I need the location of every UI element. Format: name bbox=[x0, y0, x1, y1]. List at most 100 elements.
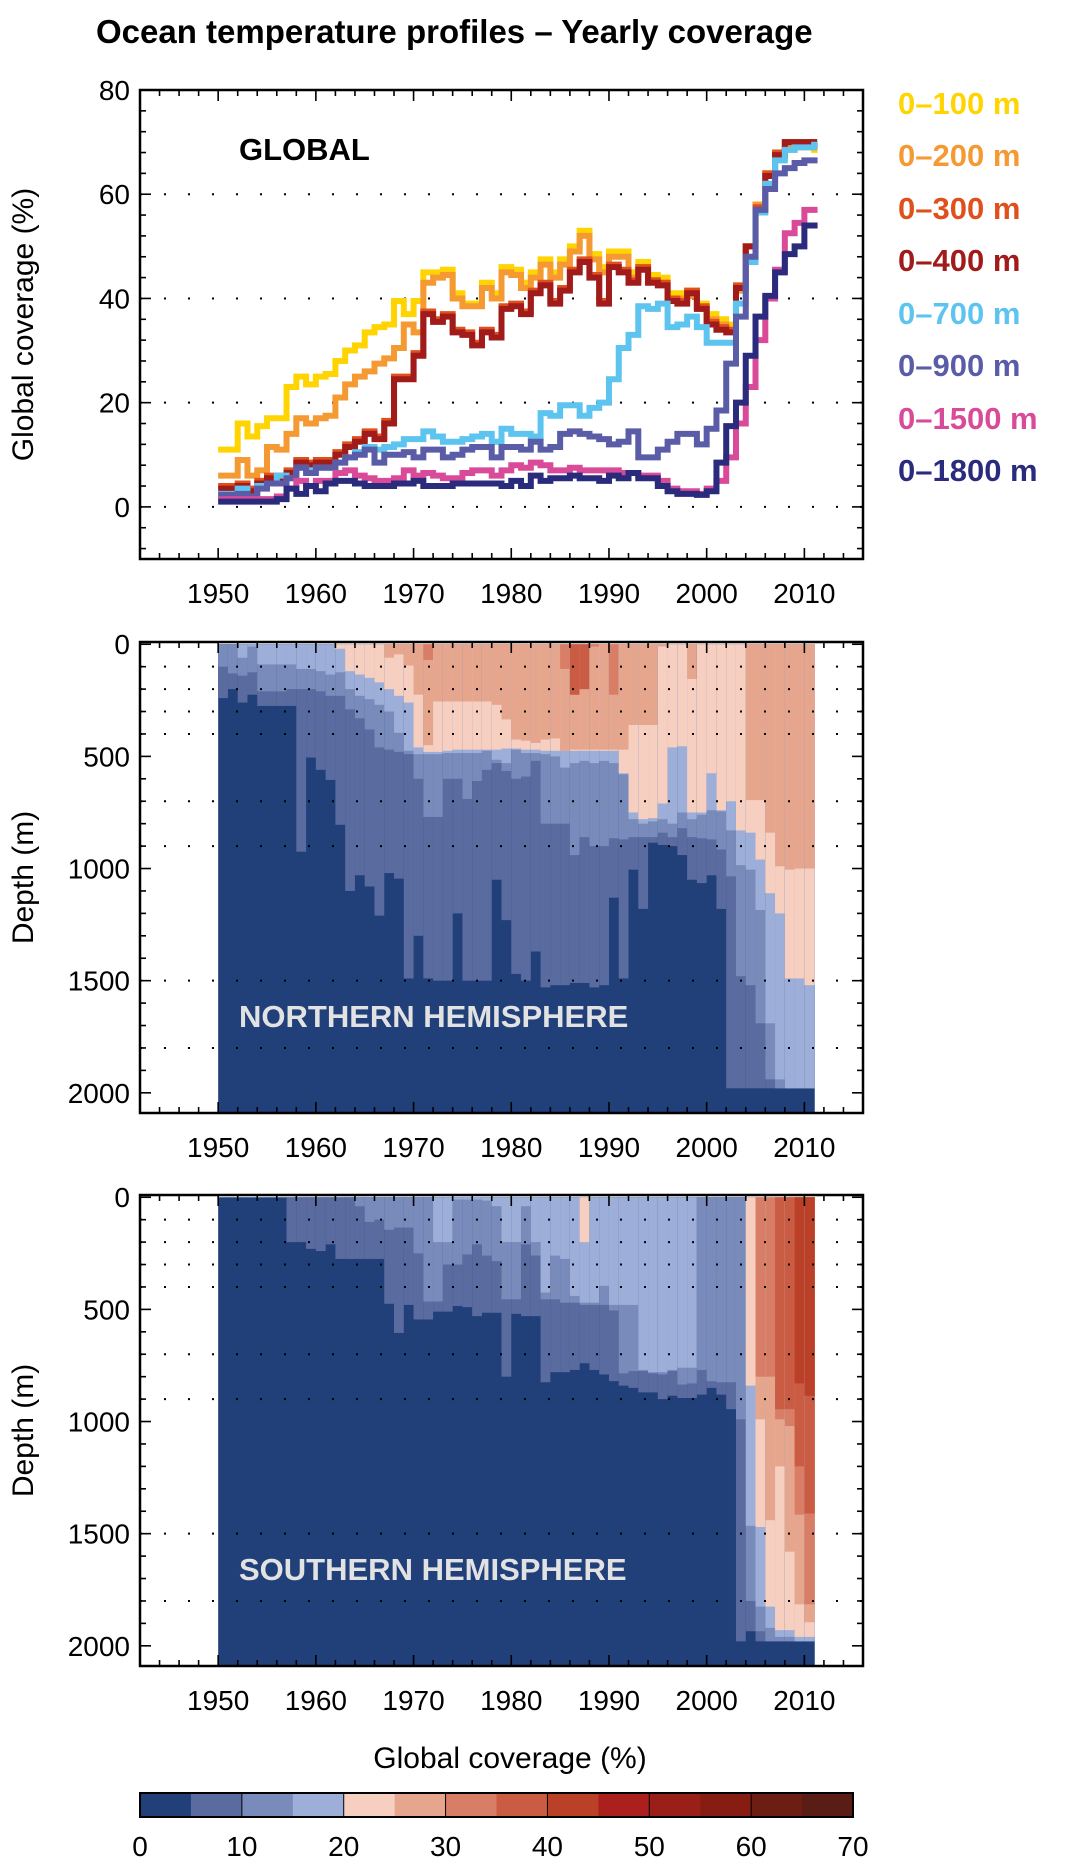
heatmap-column-1978 bbox=[491, 644, 503, 1113]
heatmap-cell bbox=[394, 644, 405, 879]
heatmap-cell bbox=[413, 644, 424, 936]
heatmap-column-1987 bbox=[579, 644, 591, 1113]
heatmap-cell bbox=[696, 1197, 708, 1666]
heatmap-cell bbox=[325, 644, 337, 675]
legend-item-0-1800m: 0–1800 m bbox=[898, 453, 1038, 488]
heatmap-cell bbox=[403, 644, 415, 703]
heatmap-cell bbox=[726, 644, 737, 802]
plot-frame bbox=[138, 640, 865, 1115]
heatmap-cell bbox=[354, 644, 366, 675]
heatmap-cell bbox=[579, 644, 591, 750]
colorbar-swatch bbox=[751, 1793, 803, 1817]
heatmap-cell bbox=[706, 644, 718, 774]
heatmap-cell bbox=[745, 1197, 757, 1386]
heatmap-cell bbox=[491, 644, 503, 705]
heatmap-cell bbox=[687, 644, 698, 813]
heatmap-column-1985 bbox=[560, 644, 571, 1113]
heatmap-cell bbox=[511, 644, 522, 740]
x-tick-label: 1990 bbox=[578, 1132, 640, 1163]
legend-item-0-1500m: 0–1500 m bbox=[898, 401, 1038, 436]
heatmap-cell bbox=[784, 1197, 796, 1410]
heatmap-column-1982 bbox=[530, 644, 542, 1113]
heatmap-column-1987 bbox=[579, 1197, 591, 1666]
heatmap-cell bbox=[589, 644, 600, 750]
heatmap-cell bbox=[491, 1197, 503, 1666]
heatmap-cell bbox=[452, 1197, 464, 1666]
heatmap-cell bbox=[462, 1197, 473, 1255]
heatmap-column-1970 bbox=[413, 1197, 424, 1666]
panel-northern-hemisphere: NORTHERN HEMISPHERE 1950 1960 1970 1980 1990 2… bbox=[7, 629, 865, 1163]
heatmap-column-1994 bbox=[648, 1197, 659, 1666]
heatmap-cell bbox=[472, 644, 483, 981]
colorbar-tick-label: 70 bbox=[837, 1831, 868, 1862]
colorbar-swatch bbox=[190, 1793, 243, 1817]
heatmap-column-1982 bbox=[530, 1197, 542, 1666]
heatmap-cell bbox=[579, 644, 591, 690]
heatmap-column-1953 bbox=[247, 644, 258, 1113]
legend-item-0-200m: 0–200 m bbox=[898, 138, 1020, 173]
heatmap-column-1967 bbox=[384, 1197, 395, 1666]
heatmap-cell bbox=[716, 644, 727, 811]
heatmap-cell bbox=[452, 644, 464, 702]
colorbar-swatch bbox=[445, 1793, 497, 1817]
heatmap-column-1976 bbox=[472, 1197, 483, 1666]
heatmap-column-1958 bbox=[296, 1197, 307, 1666]
heatmap-column-1997 bbox=[677, 1197, 688, 1666]
heatmap-column-1956 bbox=[276, 1197, 288, 1666]
heatmap-column-1965 bbox=[364, 644, 376, 1113]
heatmap-column-1959 bbox=[306, 1197, 317, 1666]
panel-label: NORTHERN HEMISPHERE bbox=[239, 999, 628, 1034]
heatmap-cell bbox=[638, 1197, 649, 1370]
heatmap-column-1995 bbox=[657, 644, 669, 1113]
heatmap-cell bbox=[560, 1197, 571, 1259]
heatmap-cell bbox=[618, 1197, 630, 1666]
heatmap-cell bbox=[628, 1197, 639, 1666]
heatmap-column-1965 bbox=[364, 1197, 376, 1666]
heatmap-column-1955 bbox=[267, 644, 278, 1113]
heatmap-cell bbox=[472, 1197, 483, 1245]
heatmap-column-1981 bbox=[521, 1197, 532, 1666]
heatmap-cell bbox=[394, 1197, 405, 1333]
heatmap-cell bbox=[501, 644, 512, 921]
colorbar-tick-label: 60 bbox=[736, 1831, 767, 1862]
x-tick-label: 1950 bbox=[187, 1685, 249, 1716]
heatmap-cell bbox=[501, 1197, 512, 1666]
heatmap-cell bbox=[608, 1197, 620, 1305]
heatmap-column-1992 bbox=[628, 1197, 639, 1666]
heatmap-cell bbox=[462, 1197, 473, 1200]
heatmap-column-1952 bbox=[237, 1197, 249, 1666]
heatmap-column-2006 bbox=[765, 644, 776, 1113]
heatmap-cell bbox=[267, 1197, 278, 1666]
heatmap-cell bbox=[374, 1197, 385, 1220]
heatmap-cell bbox=[677, 1197, 688, 1368]
series-line-0-900-m bbox=[218, 157, 818, 500]
heatmap-cell bbox=[657, 644, 669, 647]
heatmap-cell bbox=[247, 644, 258, 1113]
heatmap-cell bbox=[296, 1197, 307, 1666]
heatmap-cell bbox=[638, 644, 649, 820]
heatmap-cell bbox=[521, 1197, 532, 1245]
heatmap-column-1963 bbox=[345, 644, 356, 1113]
heatmap-cell bbox=[354, 1197, 366, 1259]
heatmap-cell bbox=[218, 644, 229, 699]
heatmap-cell bbox=[530, 1197, 542, 1243]
heatmap-cell bbox=[442, 1197, 454, 1243]
heatmap-cell bbox=[677, 644, 688, 1113]
heatmap-cell bbox=[306, 644, 317, 1113]
heatmap-column-1975 bbox=[462, 1197, 473, 1666]
heatmap-cell bbox=[755, 644, 766, 801]
heatmap-cell bbox=[315, 644, 327, 770]
heatmap-column-1989 bbox=[599, 644, 610, 1113]
heatmap-cell bbox=[481, 644, 493, 981]
heatmap-column-2003 bbox=[735, 644, 747, 1113]
colorbar-tick-label: 20 bbox=[328, 1831, 359, 1862]
heatmap-column-1969 bbox=[403, 1197, 415, 1666]
heatmap-cell bbox=[335, 1197, 346, 1259]
heatmap-column-1961 bbox=[325, 644, 337, 1113]
heatmap-column-1993 bbox=[638, 644, 649, 1113]
heatmap-column-1980 bbox=[511, 644, 522, 1113]
heatmap-cell bbox=[267, 644, 278, 692]
heatmap-column-2005 bbox=[755, 644, 766, 1113]
heatmap-cell bbox=[276, 644, 288, 692]
heatmap-cell bbox=[511, 1197, 522, 1300]
